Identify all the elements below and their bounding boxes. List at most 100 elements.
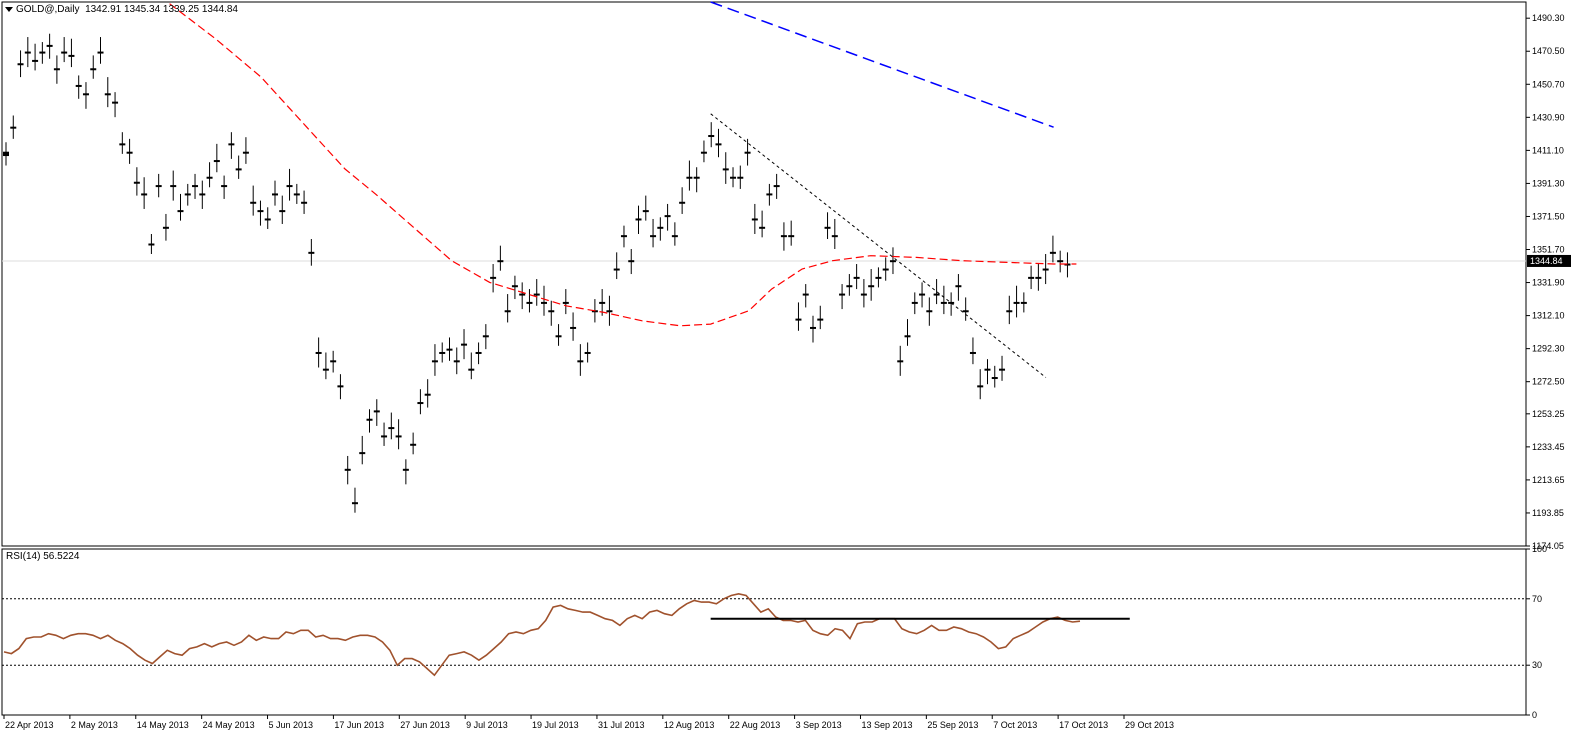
- bull-candle: [257, 210, 264, 213]
- bull-candle: [170, 185, 177, 188]
- bull-candle: [519, 293, 526, 296]
- bull-candle: [17, 63, 24, 66]
- bull-candle: [1057, 260, 1064, 263]
- bear-candle: [3, 151, 9, 157]
- bull-candle: [773, 185, 780, 188]
- price-tick-label: 1430.90: [1532, 112, 1565, 122]
- bull-candle: [620, 235, 627, 238]
- bull-candle: [817, 318, 824, 321]
- price-tick-label: 1174.05: [1532, 541, 1564, 551]
- bull-candle: [46, 44, 53, 47]
- bull-candle: [562, 301, 569, 304]
- bull-candle: [642, 210, 649, 213]
- bull-candle: [511, 285, 518, 288]
- date-tick-label: 7 Oct 2013: [993, 720, 1037, 730]
- price-tick-label: 1292.30: [1532, 344, 1565, 354]
- trend-line: [710, 113, 1047, 378]
- bull-candle: [475, 351, 482, 354]
- bull-candle: [301, 201, 308, 204]
- symbol-name: GOLD@,Daily: [16, 4, 80, 15]
- bull-candle: [1035, 276, 1042, 279]
- date-tick-label: 22 Aug 2013: [730, 720, 781, 730]
- bull-candle: [53, 68, 60, 71]
- price-tick-label: 1450.70: [1532, 79, 1565, 89]
- bull-candle: [359, 452, 366, 455]
- bull-candle: [242, 151, 249, 154]
- bull-candle: [650, 235, 657, 238]
- bull-candle: [141, 193, 148, 196]
- bull-candle: [657, 226, 664, 229]
- bull-candle: [868, 285, 875, 288]
- bull-candle: [570, 326, 577, 329]
- bull-candle: [926, 310, 933, 313]
- bull-candle: [984, 368, 991, 371]
- bull-candle: [468, 368, 475, 371]
- bull-candle: [882, 268, 889, 271]
- bull-candle: [90, 68, 97, 71]
- date-tick-label: 24 May 2013: [203, 720, 255, 730]
- rsi-line: [3, 592, 1081, 677]
- bull-candle: [119, 143, 126, 146]
- price-tick-label: 1470.50: [1532, 46, 1565, 56]
- bull-candle: [831, 235, 838, 238]
- current-price-label: 1344.84: [1530, 256, 1563, 266]
- bull-candle: [700, 151, 707, 154]
- bull-candle: [461, 343, 468, 346]
- rsi-tick-label: 70: [1532, 594, 1542, 604]
- bull-candle: [453, 360, 460, 363]
- bull-candle: [722, 168, 729, 171]
- bull-candle: [635, 218, 642, 221]
- bull-candle: [795, 318, 802, 321]
- bull-candle: [911, 301, 918, 304]
- bull-candle: [889, 260, 896, 263]
- bull-candle: [504, 310, 511, 313]
- price-tick-label: 1312.10: [1532, 311, 1565, 321]
- bull-candle: [177, 210, 184, 213]
- price-tick-label: 1351.70: [1532, 245, 1565, 255]
- bull-candle: [548, 310, 555, 313]
- date-tick-label: 9 Jul 2013: [466, 720, 508, 730]
- bull-candle: [366, 418, 373, 421]
- price-tick-label: 1233.45: [1532, 442, 1565, 452]
- bull-candle: [1042, 268, 1049, 271]
- bull-candle: [337, 385, 344, 388]
- date-tick-label: 12 Aug 2013: [664, 720, 715, 730]
- rsi-axis: 100 70 30 0: [2, 544, 1547, 720]
- bull-candle: [933, 293, 940, 296]
- price-layer: [3, 1, 1077, 513]
- bull-candle: [1020, 301, 1027, 304]
- bull-candle: [919, 293, 926, 296]
- date-tick-label: 31 Jul 2013: [598, 720, 645, 730]
- bull-candle: [962, 310, 969, 313]
- bull-candle: [315, 351, 322, 354]
- bull-candle: [112, 101, 119, 104]
- rsi-layer: [3, 592, 1130, 677]
- bull-candle: [322, 368, 329, 371]
- bull-candle: [431, 360, 438, 363]
- rsi-label: RSI(14) 56.5224: [6, 551, 80, 562]
- bull-candle: [10, 126, 17, 129]
- bull-candle: [839, 293, 846, 296]
- price-tick-label: 1213.65: [1532, 475, 1565, 485]
- bull-candle: [206, 176, 213, 179]
- date-tick-label: 22 Apr 2013: [5, 720, 54, 730]
- date-tick-label: 25 Sep 2013: [927, 720, 978, 730]
- bull-candle: [897, 360, 904, 363]
- price-tick-label: 1391.30: [1532, 178, 1565, 188]
- bull-candle: [272, 193, 278, 196]
- bull-candle: [715, 143, 722, 146]
- bull-candle: [613, 268, 620, 271]
- rsi-pane-border: [1, 548, 1527, 716]
- date-axis: 22 Apr 2013 2 May 2013 14 May 2013 24 May 2…: [3, 715, 1174, 730]
- bull-candle: [744, 151, 751, 154]
- bull-candle: [730, 176, 737, 179]
- ohlc-values: 1342.91 1345.34 1339.25 1344.84: [85, 4, 238, 15]
- rsi-tick-label: 30: [1532, 660, 1542, 670]
- bull-candle: [373, 410, 380, 413]
- dropdown-arrow-icon[interactable]: [5, 6, 13, 12]
- bull-candle: [853, 276, 860, 279]
- bull-candle: [788, 235, 795, 238]
- chart-symbol-label: GOLD@,Daily 1342.91 1345.34 1339.25 1344…: [5, 4, 238, 15]
- bull-candle: [104, 93, 111, 96]
- date-tick-label: 13 Sep 2013: [861, 720, 912, 730]
